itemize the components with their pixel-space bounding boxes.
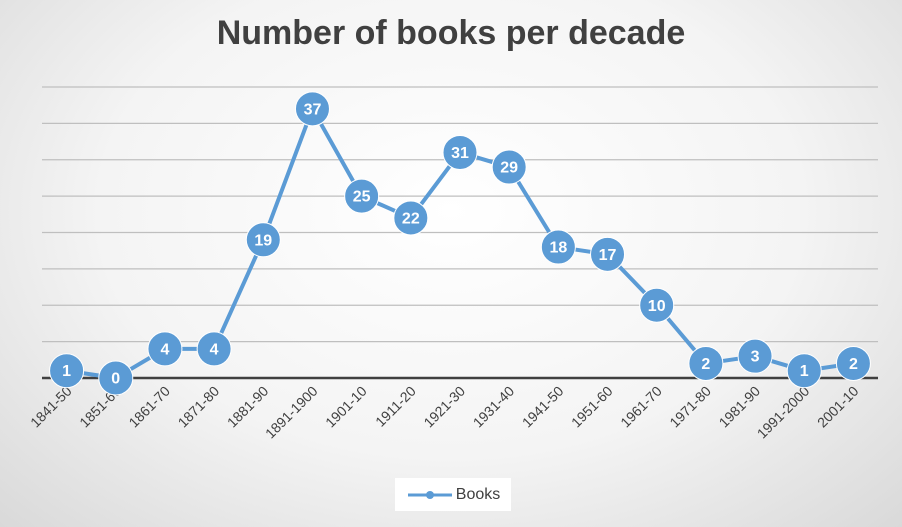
x-tick-label: 1881-90 <box>224 383 272 431</box>
data-point <box>344 178 380 214</box>
data-point <box>442 134 478 170</box>
x-tick-label: 1901-10 <box>322 383 370 431</box>
data-point <box>393 200 429 236</box>
data-point <box>49 353 85 389</box>
legend: Books <box>395 478 511 511</box>
data-label: 10 <box>648 298 666 315</box>
x-tick-label: 1931-40 <box>470 383 518 431</box>
x-tick-label: 2001-10 <box>814 383 862 431</box>
data-point <box>786 353 822 389</box>
x-tick-label: 1991-2000 <box>754 383 813 442</box>
x-tick-label: 1951-60 <box>568 383 616 431</box>
data-label: 17 <box>599 247 617 264</box>
x-tick-label: 1961-70 <box>617 383 665 431</box>
data-point <box>590 236 626 272</box>
data-point <box>98 360 134 396</box>
data-label: 31 <box>451 145 469 162</box>
x-tick-label: 1921-30 <box>420 383 468 431</box>
legend-swatch <box>407 490 452 499</box>
data-label: 1 <box>62 363 71 380</box>
chart-title: Number of books per decade <box>216 14 686 52</box>
data-point <box>540 229 576 265</box>
x-tick-label: 1841-50 <box>27 383 75 431</box>
x-tick-label: 1941-50 <box>519 383 567 431</box>
x-tick-label: 1911-20 <box>372 383 419 430</box>
data-point <box>491 149 527 185</box>
x-tick-label: 1891-1900 <box>262 383 321 442</box>
data-label: 4 <box>160 341 169 358</box>
data-label: 29 <box>500 160 518 177</box>
data-point <box>196 331 232 367</box>
data-point <box>688 345 724 381</box>
data-label: 4 <box>210 341 219 358</box>
data-label: 25 <box>353 189 371 206</box>
data-label: 1 <box>800 363 809 380</box>
x-tick-label: 1981-90 <box>716 383 764 431</box>
data-point <box>245 222 281 258</box>
data-label: 19 <box>254 232 272 249</box>
x-tick-label: 1971-80 <box>666 383 714 431</box>
data-label: 18 <box>549 240 567 257</box>
data-point <box>639 287 675 323</box>
data-label: 0 <box>111 371 120 388</box>
x-tick-label: 1861-70 <box>125 383 173 431</box>
data-label: 22 <box>402 210 420 227</box>
data-point <box>835 345 871 381</box>
data-label: 3 <box>751 349 760 366</box>
data-label: 2 <box>701 356 710 373</box>
legend-label: Books <box>455 485 501 503</box>
data-point <box>147 331 183 367</box>
data-point <box>294 91 330 127</box>
data-label: 2 <box>849 356 858 373</box>
x-tick-label: 1871-80 <box>175 383 223 431</box>
data-label: 37 <box>304 101 322 118</box>
data-point <box>737 338 773 374</box>
